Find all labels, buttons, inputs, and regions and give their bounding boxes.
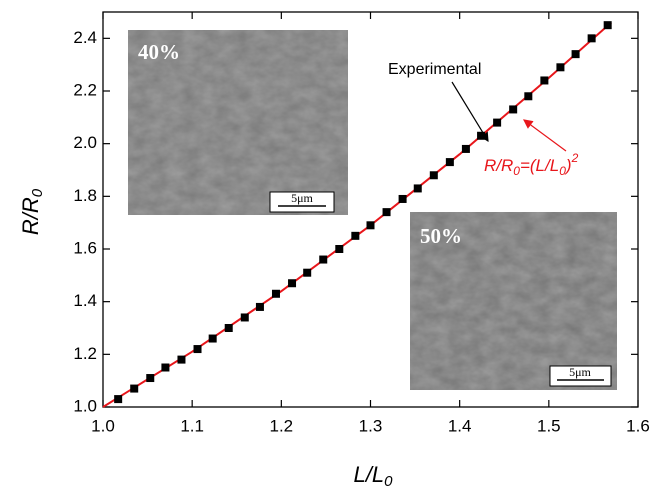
y-tick-label: 1.4 xyxy=(73,291,97,310)
y-axis-title: R/R0 xyxy=(18,188,46,235)
data-point xyxy=(588,34,596,42)
y-tick-label: 1.0 xyxy=(73,396,97,415)
data-point xyxy=(477,132,485,140)
formula-part: R/R xyxy=(484,156,513,175)
data-point xyxy=(272,290,280,298)
data-point xyxy=(351,232,359,240)
formula-sup: 2 xyxy=(571,151,579,165)
scale-label: 5μm xyxy=(291,191,313,205)
data-point xyxy=(367,221,375,229)
data-point xyxy=(446,158,454,166)
data-point xyxy=(509,105,517,113)
data-point xyxy=(430,171,438,179)
data-point xyxy=(335,245,343,253)
x-axis-title-text: L/L xyxy=(354,462,385,487)
x-axis-title-sub: 0 xyxy=(384,473,393,490)
data-point xyxy=(414,184,422,192)
inset-label: 50% xyxy=(420,224,462,248)
y-tick-label: 1.6 xyxy=(73,238,97,257)
y-tick-label: 2.0 xyxy=(73,133,97,152)
data-point xyxy=(383,208,391,216)
y-tick-label: 1.2 xyxy=(73,344,97,363)
y-tick-label: 1.8 xyxy=(73,186,97,205)
y-tick-label: 2.2 xyxy=(73,80,97,99)
data-point xyxy=(303,269,311,277)
data-point xyxy=(319,256,327,264)
data-point xyxy=(114,395,122,403)
data-point xyxy=(161,364,169,372)
x-tick-label: 1.1 xyxy=(180,416,204,435)
annotation-formula: R/R0=(L/L0)2 xyxy=(484,151,579,178)
data-point xyxy=(177,356,185,364)
data-point xyxy=(572,50,580,58)
data-point xyxy=(524,92,532,100)
annotation-arrow xyxy=(524,120,566,151)
data-point xyxy=(540,76,548,84)
x-tick-label: 1.0 xyxy=(91,416,115,435)
x-tick-label: 1.3 xyxy=(359,416,383,435)
x-tick-label: 1.5 xyxy=(537,416,561,435)
x-axis-title: L/L0 xyxy=(354,462,394,490)
data-point xyxy=(241,313,249,321)
data-point xyxy=(209,335,217,343)
data-point xyxy=(130,385,138,393)
inset-50: 50% 5μm xyxy=(410,212,617,390)
data-point xyxy=(146,374,154,382)
data-point xyxy=(256,303,264,311)
y-tick-label: 2.4 xyxy=(73,28,97,47)
data-point xyxy=(225,324,233,332)
formula-part: =(L/L xyxy=(520,156,559,175)
annotation-experimental: Experimental xyxy=(388,61,481,78)
y-axis-title-sub: 0 xyxy=(29,188,46,197)
data-point xyxy=(556,63,564,71)
formula-part: ) xyxy=(564,156,572,175)
inset-40: 40% 5μm xyxy=(128,30,348,215)
x-tick-label: 1.6 xyxy=(626,416,650,435)
scale-label: 5μm xyxy=(569,365,591,379)
x-tick-label: 1.4 xyxy=(448,416,472,435)
data-point xyxy=(288,279,296,287)
data-point xyxy=(194,345,202,353)
y-axis-title-text: R/R xyxy=(18,197,43,235)
data-point xyxy=(604,21,612,29)
inset-label: 40% xyxy=(138,40,180,64)
data-point xyxy=(399,195,407,203)
chart: 40% 5μm 50% 5μm L/L0 R/R0 Experimental R… xyxy=(0,0,660,496)
x-tick-label: 1.2 xyxy=(270,416,294,435)
data-point xyxy=(493,119,501,127)
data-point xyxy=(462,145,470,153)
